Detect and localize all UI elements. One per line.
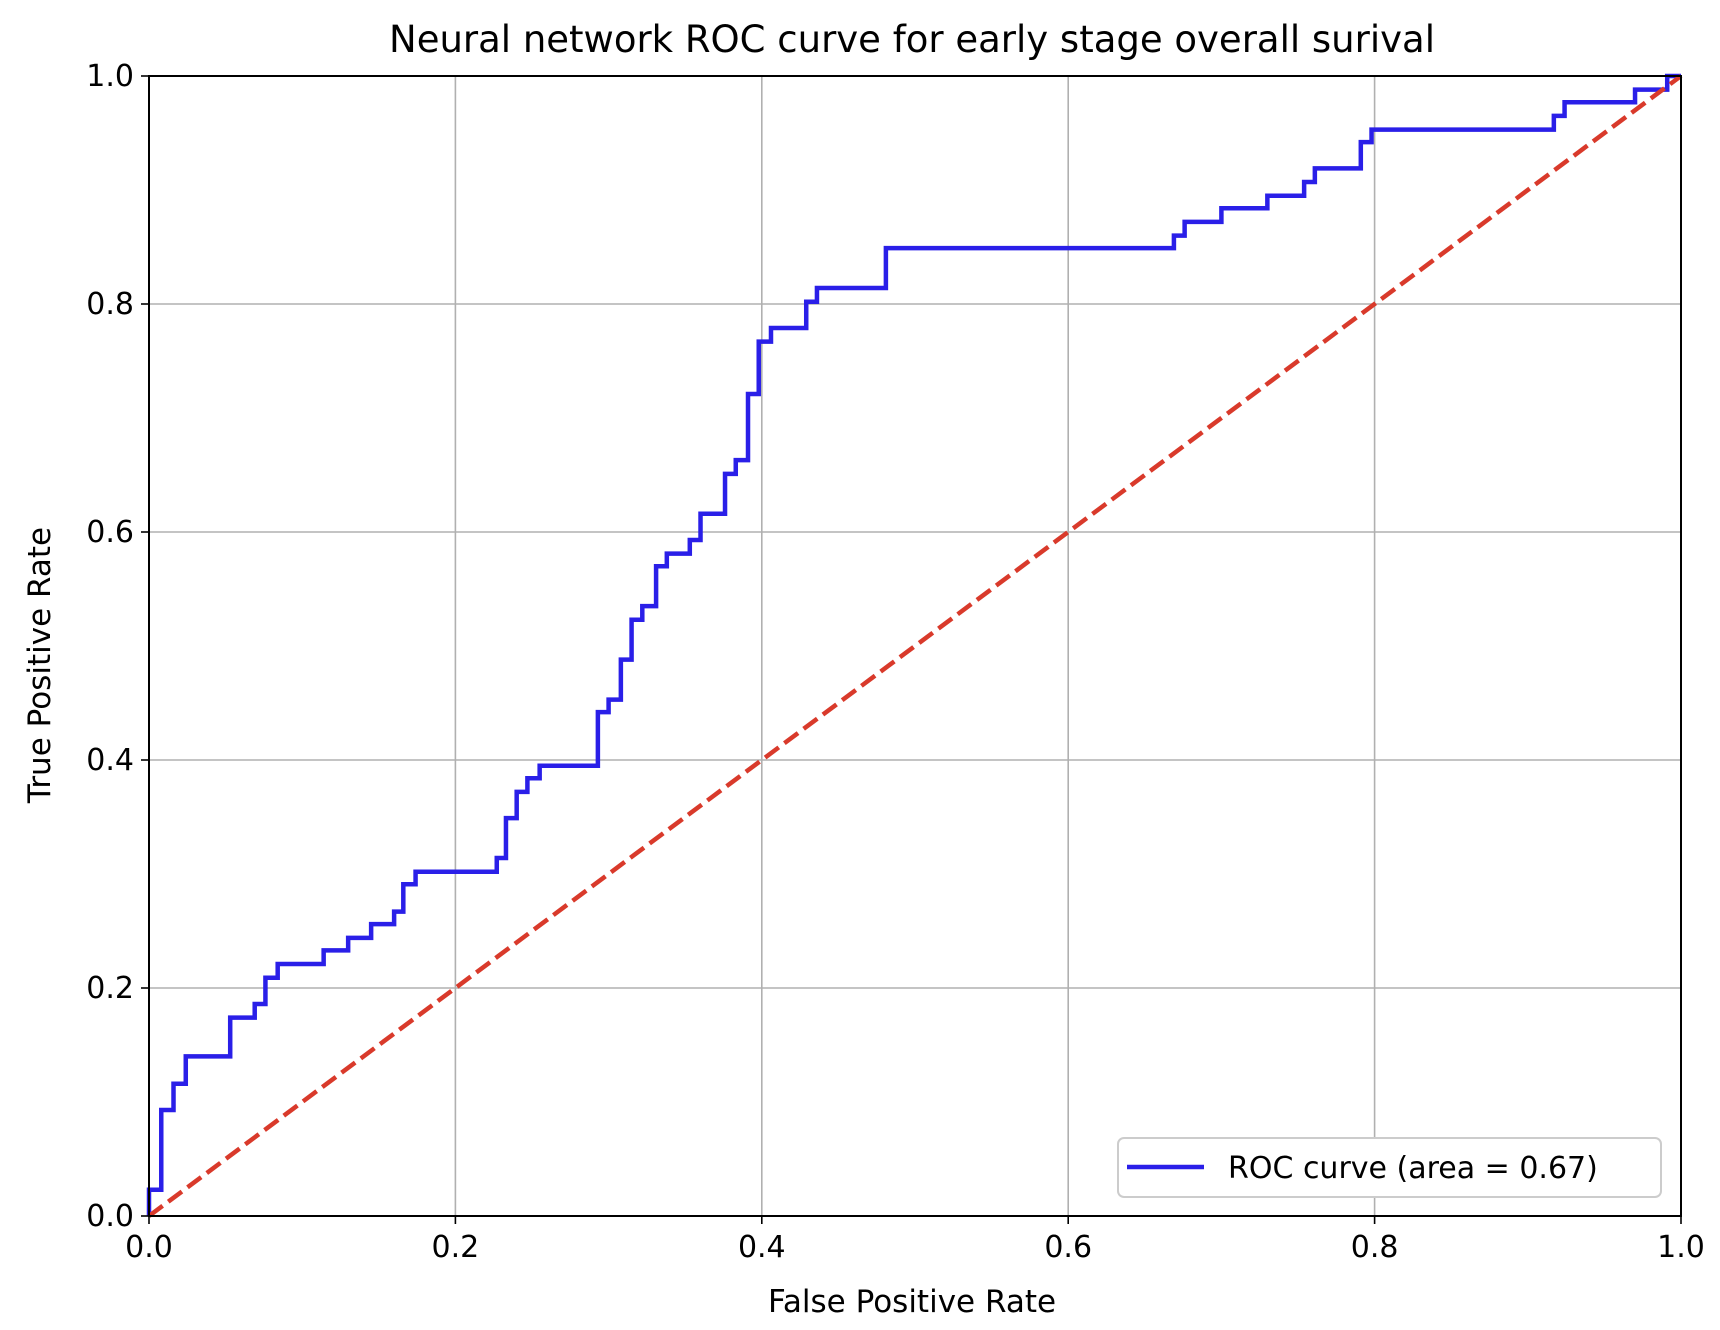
plot-series xyxy=(146,73,1683,1218)
x-tick-label-5: 1.0 xyxy=(1657,1230,1705,1265)
y-tick-label-3: 0.6 xyxy=(86,515,134,550)
x-tick-label-4: 0.8 xyxy=(1351,1230,1399,1265)
y-tick-label-5: 1.0 xyxy=(86,59,134,94)
x-axis-label: False Positive Rate xyxy=(768,1284,1056,1320)
legend-box xyxy=(1117,1137,1662,1198)
axis-ticks: 0.0 0.2 0.4 0.6 0.8 1.0 0.0 0.2 0.4 0.6 0.8 1.0 xyxy=(86,59,1705,1265)
x-tick-label-2: 0.4 xyxy=(738,1230,786,1265)
y-tick-label-4: 0.8 xyxy=(86,287,134,322)
x-tick-label-1: 0.2 xyxy=(432,1230,480,1265)
series-line-chance xyxy=(147,74,1683,1218)
y-tick-label-1: 0.2 xyxy=(86,971,134,1006)
plot-frame xyxy=(148,75,1682,1217)
y-tick-label-0: 0.0 xyxy=(86,1199,134,1234)
legend-label-roc: ROC curve (area = 0.67) xyxy=(1228,1151,1598,1186)
series-line-roc xyxy=(146,73,1681,1216)
legend: ROC curve (area = 0.67) xyxy=(1117,1137,1662,1198)
x-tick-label-3: 0.6 xyxy=(1044,1230,1092,1265)
y-tick-label-2: 0.4 xyxy=(86,743,134,778)
y-axis-label: True Positive Rate xyxy=(22,527,58,804)
x-tick-label-0: 0.0 xyxy=(125,1230,173,1265)
chart-title: Neural network ROC curve for early stage… xyxy=(389,18,1435,61)
